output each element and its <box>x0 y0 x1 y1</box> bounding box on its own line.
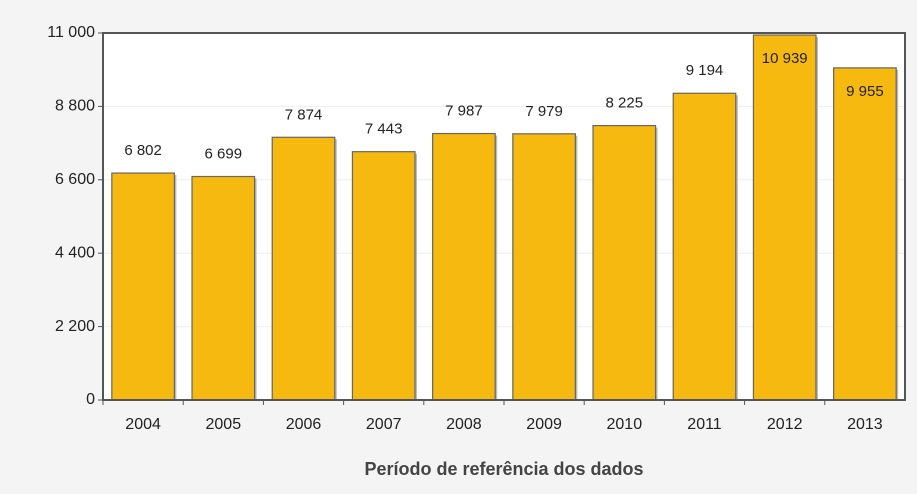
bar <box>191 175 256 401</box>
y-tick-label: 0 <box>86 391 95 408</box>
data-label: 7 979 <box>525 103 563 120</box>
data-label: 7 987 <box>445 102 483 119</box>
x-tick-label: 2013 <box>847 416 883 433</box>
y-tick-label: 11 000 <box>47 24 95 41</box>
y-tick-label: 8 800 <box>55 98 95 115</box>
data-label: 10 939 <box>762 50 808 67</box>
bar <box>432 132 496 401</box>
x-axis-title: Período de referência dos dados <box>364 459 643 479</box>
x-tick-label: 2012 <box>767 416 803 433</box>
x-tick-label: 2009 <box>526 416 562 433</box>
data-label: 7 443 <box>365 121 403 138</box>
plot-border <box>102 32 906 401</box>
data-label: 6 699 <box>205 145 243 162</box>
x-tick-label: 2006 <box>286 416 322 433</box>
bar <box>833 67 897 401</box>
data-label: 7 874 <box>285 106 323 123</box>
x-tick-label: 2008 <box>446 416 482 433</box>
x-tick-label: 2010 <box>607 416 643 433</box>
bar <box>752 34 817 401</box>
bar <box>512 133 576 401</box>
x-tick-label: 2007 <box>366 416 402 433</box>
x-tick-label: 2004 <box>125 416 161 433</box>
data-label: 8 225 <box>606 95 644 112</box>
data-label: 9 955 <box>846 83 884 100</box>
y-tick-label: 6 600 <box>55 171 95 188</box>
bar <box>111 172 175 401</box>
bar <box>592 124 657 401</box>
y-tick-label: 2 200 <box>55 318 95 335</box>
bar <box>351 151 416 401</box>
bar <box>271 136 336 401</box>
data-label: 6 802 <box>124 142 162 159</box>
y-tick-label: 4 400 <box>55 244 95 261</box>
data-label: 9 194 <box>686 62 724 79</box>
bar <box>672 92 737 401</box>
x-tick-label: 2011 <box>687 416 722 433</box>
x-tick-label: 2005 <box>206 416 242 433</box>
